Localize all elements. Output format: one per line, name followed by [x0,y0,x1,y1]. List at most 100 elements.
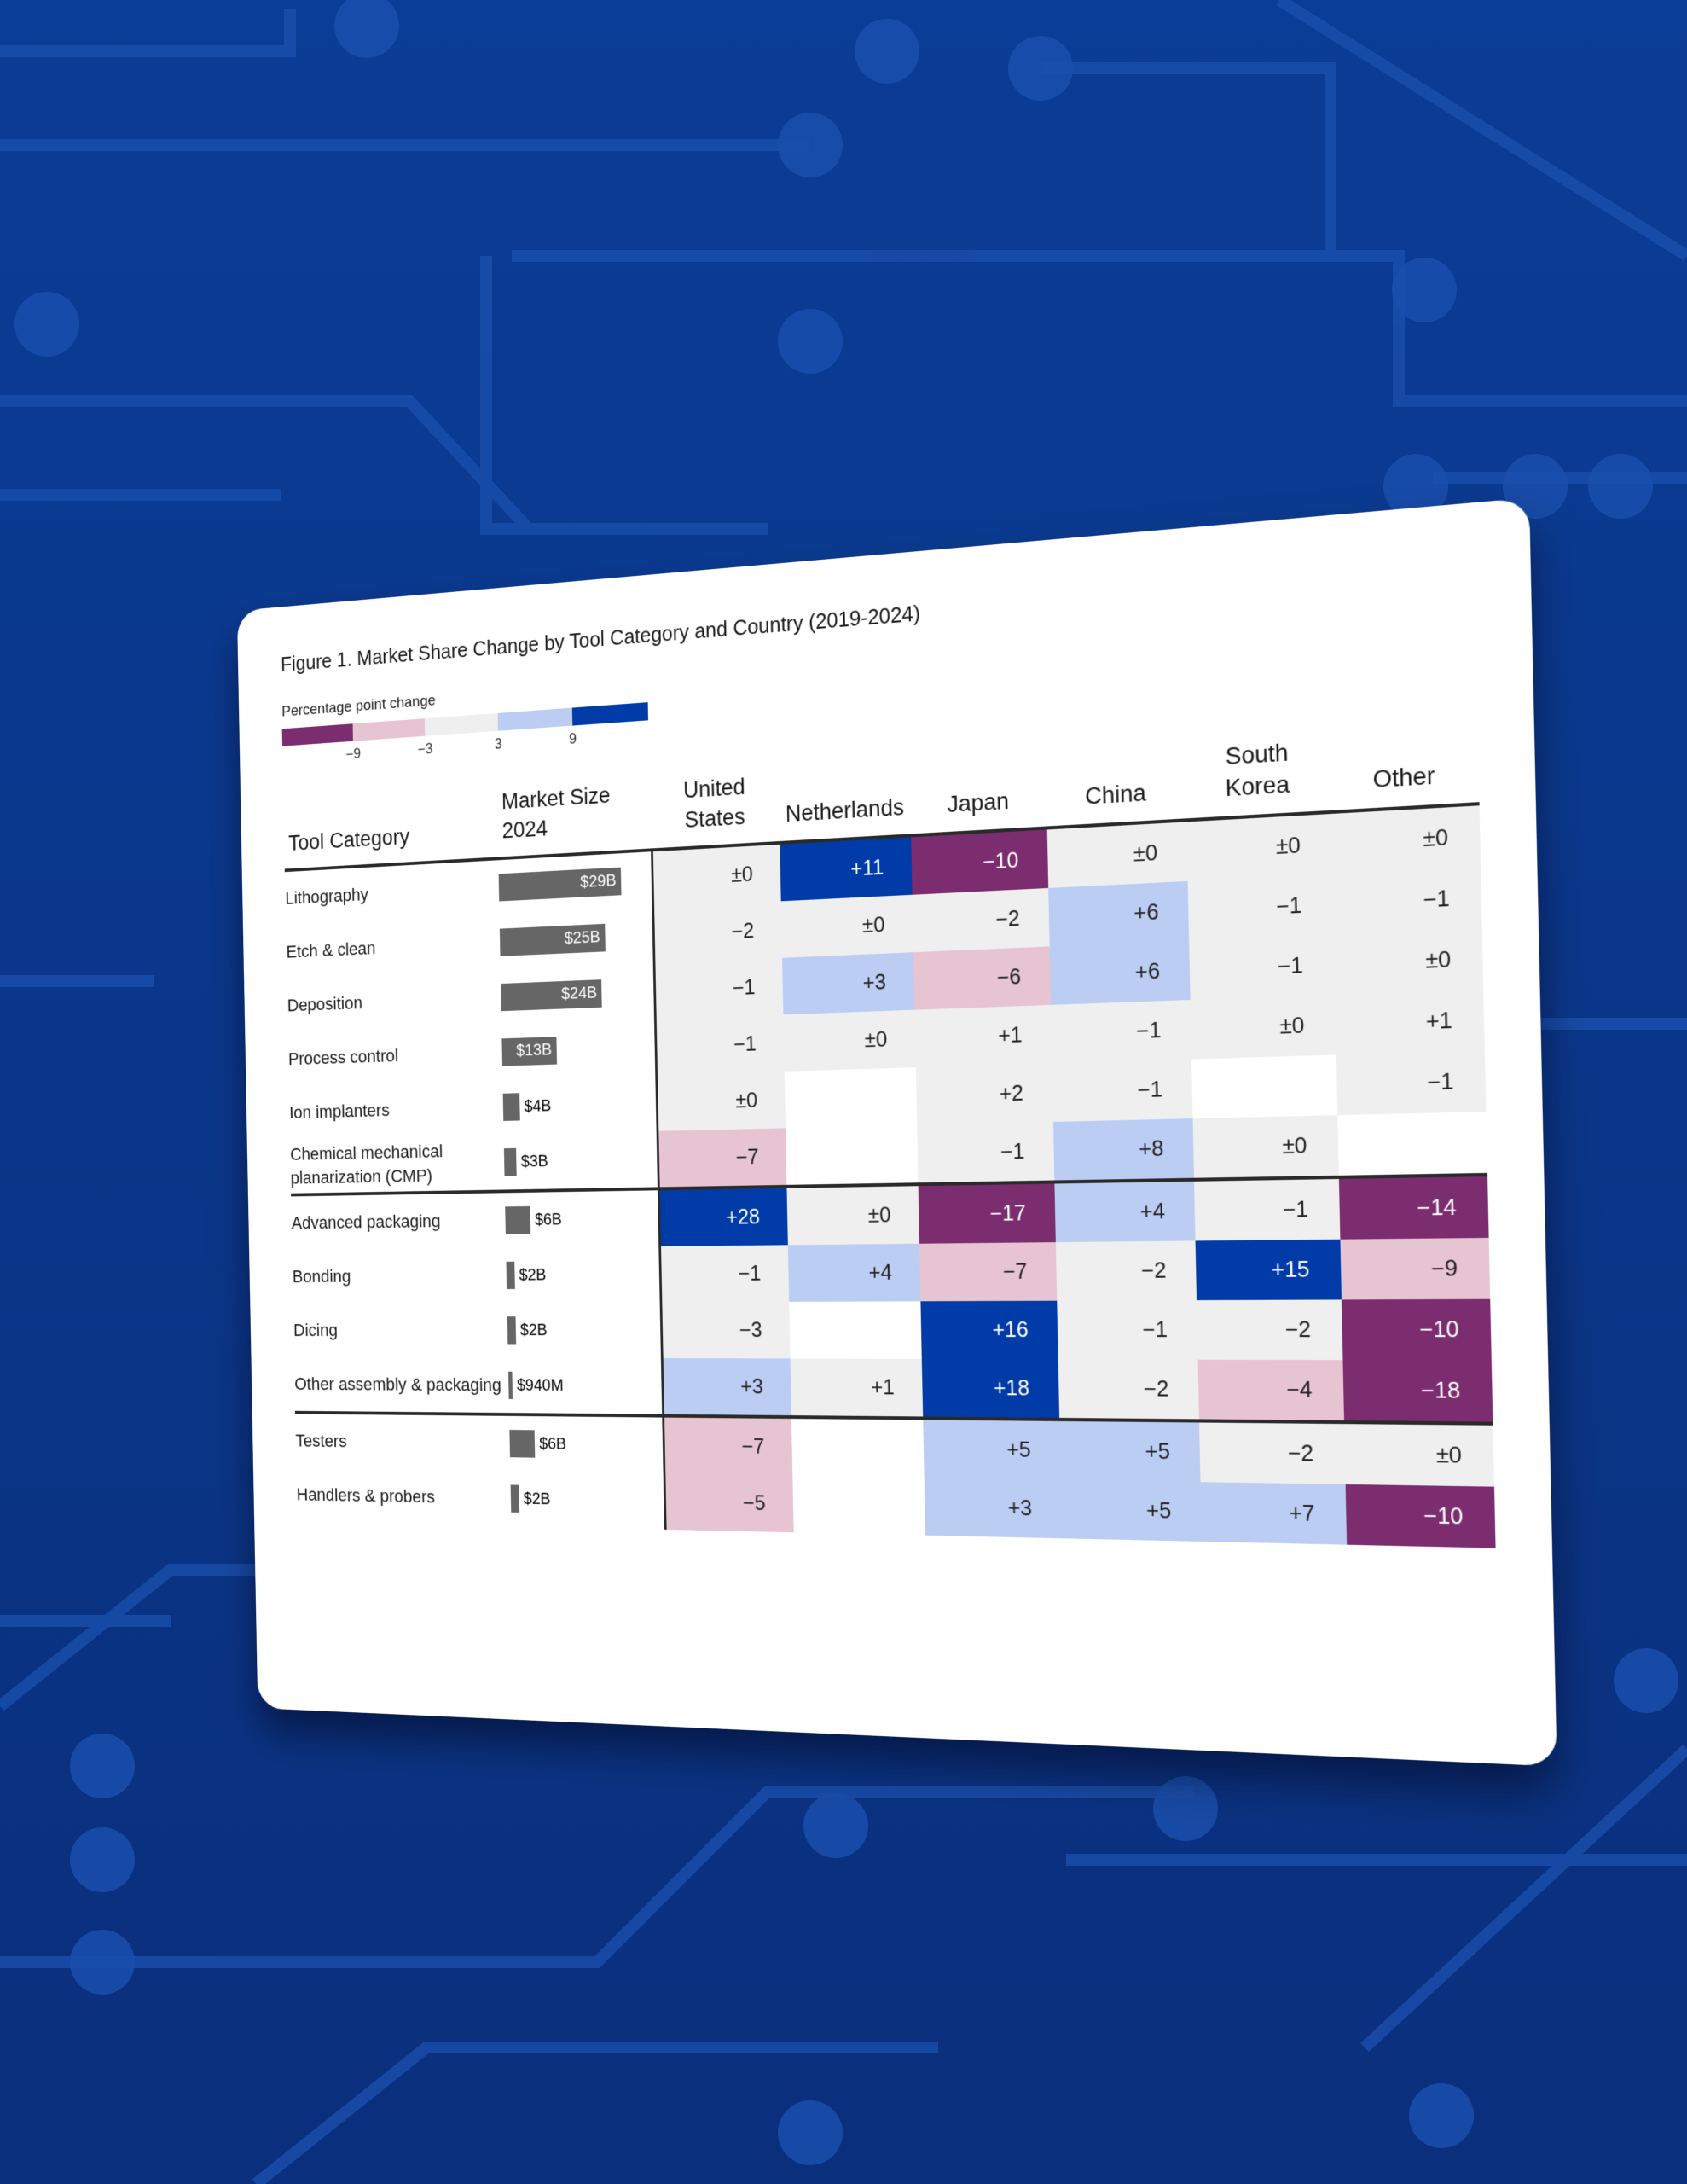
market-size-cell: $2B [506,1246,661,1303]
heatmap-cell-other: −18 [1342,1360,1493,1424]
market-size-bar [507,1316,516,1345]
heatmap-cell-netherlands [791,1417,925,1478]
tool-category-label: Lithography [285,884,369,909]
market-size-cell: $6B [504,1188,660,1248]
market-size-bar: $29B [498,867,622,902]
heatmap-cell-japan: −7 [919,1242,1057,1302]
heatmap-cell-other: −10 [1345,1484,1496,1548]
heatmap-cell-netherlands [792,1476,925,1536]
tool-category-label: Deposition [287,992,363,1016]
heatmap-cell-japan: +2 [915,1063,1053,1125]
heatmap-cell-united-states: +28 [658,1186,788,1246]
heatmap-cell-south-korea: −2 [1199,1420,1346,1484]
header-market-size: Market Size 2024 [501,782,611,844]
market-size-label: $25B [564,927,601,948]
market-size-label: $6B [534,1210,563,1228]
market-size-bar [503,1147,517,1176]
chart-card: Figure 1. Market Share Change by Tool Ca… [236,497,1557,1767]
market-size-bar: $24B [500,979,602,1012]
heatmap-cell-netherlands: ±0 [780,894,914,958]
market-size-bar [507,1371,513,1399]
heatmap-cell-china: −1 [1052,1059,1193,1122]
heatmap-cell-south-korea [1191,1054,1337,1118]
market-size-bar [506,1261,515,1290]
market-size-cell: $6B [508,1414,664,1474]
heatmap-cell-netherlands: ±0 [783,1009,916,1072]
heatmap-cell-china: −2 [1055,1240,1197,1301]
heatmap-cell-japan: +18 [921,1358,1059,1420]
market-size-label: $2B [519,1321,548,1339]
market-size-bar [505,1205,531,1234]
tool-category-label: Chemical mechanical planarization (CMP) [289,1141,443,1188]
heatmap-cell-china: +5 [1060,1479,1203,1542]
heatmap-cell-netherlands: +4 [787,1243,921,1302]
heatmap-cell-united-states: −1 [655,1014,785,1076]
legend-tick: 3 [494,735,502,752]
heatmap-cell-netherlands: +1 [790,1358,924,1419]
market-size-label: $29B [580,871,617,892]
heatmap-cell-south-korea: +15 [1195,1239,1342,1301]
heatmap-cell-japan: +16 [920,1300,1058,1360]
heatmap-cell-japan: −1 [917,1121,1055,1185]
heatmap-cell-united-states: ±0 [652,842,781,908]
heatmap-cell-other: −10 [1341,1298,1492,1361]
market-size-label: $6B [538,1434,567,1453]
header-country: China [1084,780,1147,810]
tool-category-label: Other assembly & packaging [294,1374,501,1396]
heatmap-cell-japan: −17 [918,1182,1056,1244]
heatmap-cell-united-states: −5 [664,1473,794,1533]
heatmap-cell-japan: −2 [912,887,1050,953]
heatmap-cell-other: −1 [1331,867,1482,935]
market-size-label: $940M [516,1375,564,1395]
heatmap-cell-united-states: −7 [663,1415,793,1476]
heatmap-cell-netherlands [786,1125,919,1187]
heatmap-cell-south-korea: ±0 [1190,994,1336,1060]
heatmap-cell-other: −1 [1336,1050,1487,1116]
market-size-cell: $2B [510,1471,665,1530]
heatmap-cell-united-states: −2 [652,901,782,964]
heatmap-cell-netherlands [789,1301,922,1359]
heatmap-cell-china: +4 [1054,1179,1196,1243]
heatmap-cell-china: +8 [1052,1118,1195,1182]
heatmap-cell-south-korea: −2 [1197,1299,1342,1361]
heatmap-cell-china: ±0 [1046,820,1188,888]
heatmap-cell-japan: +5 [923,1418,1061,1480]
legend-tick: 9 [568,729,577,747]
market-size-bar [502,1093,520,1121]
heatmap-cell-united-states: ±0 [656,1071,786,1131]
heatmap-cell-china: +5 [1058,1419,1201,1483]
header-country: Netherlands [785,794,905,827]
market-size-label: $2B [523,1489,551,1508]
heatmap-cell-china: +6 [1047,880,1190,947]
market-size-cell: $3B [503,1131,658,1192]
market-size-label: $13B [516,1041,553,1060]
heatmap-cell-china: +6 [1049,940,1191,1005]
market-size-cell: $13B [501,1019,657,1080]
heatmap-cell-other: ±0 [1330,804,1481,874]
heatmap-cell-south-korea: −1 [1189,934,1335,1000]
heatmap-cell-china: −1 [1056,1300,1198,1360]
heatmap-cell-china: −1 [1050,999,1192,1064]
market-size-cell: $25B [499,908,654,970]
header-country: South Korea [1225,739,1290,802]
heatmap-cell-japan: +1 [914,1004,1052,1068]
market-size-label: $4B [524,1096,552,1116]
tool-category-label: Advanced packaging [291,1191,506,1251]
heatmap-cell-other: +1 [1334,989,1485,1055]
legend-tick: −9 [345,745,362,763]
heatmap-cell-netherlands: +3 [781,952,915,1015]
heatmap-cell-china: −2 [1058,1359,1200,1421]
tool-category-label: Bonding [292,1266,351,1287]
tool-category-label: Process control [287,1045,399,1069]
heatmap-table: Tool Category Market Size 2024 United St… [283,724,1496,1548]
heatmap-cell-south-korea: −1 [1187,874,1334,941]
heatmap-cell-other: −14 [1338,1174,1489,1240]
header-country: Japan [947,787,1010,818]
heatmap-cell-south-korea: +7 [1200,1482,1347,1545]
heatmap-cell-japan: −6 [913,946,1051,1010]
heatmap-cell-japan: −10 [911,828,1048,895]
heatmap-cell-united-states: −3 [660,1301,791,1359]
heatmap-cell-united-states: −7 [657,1128,787,1189]
table-row: Dicing $2B −3 +16 −1 −2 −10 [293,1298,1492,1361]
heatmap-cell-netherlands: +11 [780,835,913,902]
